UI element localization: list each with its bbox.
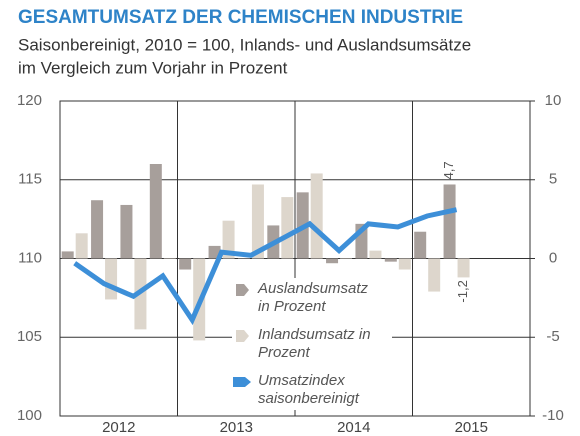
chart-title: GESAMTUMSATZ DER CHEMISCHEN INDUSTRIE [18,7,463,28]
bar [61,251,74,259]
legend-label: Auslandsumsatz in Prozent [258,280,369,315]
bar [369,250,382,259]
bar [414,231,427,259]
bar [443,184,456,259]
legend-marker [236,330,249,342]
y-tick-label: 105 [17,328,42,345]
x-year-label: 2015 [455,419,488,436]
value-label: 4,7 [441,161,456,179]
y-tick-label: 110 [18,249,42,266]
y-tick-label: 120 [17,92,42,109]
bar [105,258,118,300]
y-tick-label: 100 [17,407,42,424]
bar [237,258,250,259]
bar [310,173,323,259]
legend-box [232,278,392,410]
y2-tick-label: -10 [542,407,564,424]
bar [457,258,470,278]
legend-label: Inlandsumsatz in Prozent [258,326,371,361]
y2-tick-label: 0 [549,249,557,266]
y-tick-label: 115 [18,171,42,188]
y2-tick-label: 10 [545,92,562,109]
chart-subtitle: im Vergleich zum Vorjahr in Prozent [18,58,288,77]
bar [91,200,104,259]
bar [179,258,192,270]
bar [428,258,441,292]
bar [149,164,162,259]
bar [398,258,411,270]
legend-marker [233,377,251,387]
bar [251,184,264,259]
bar [120,204,133,259]
bar [281,197,294,259]
bar [384,258,397,262]
y2-tick-label: 5 [549,171,557,188]
value-label: -1,2 [455,280,470,302]
y2-tick-label: -5 [546,328,559,345]
x-year-label: 2014 [337,419,370,436]
bar [163,258,176,259]
bar [340,258,353,259]
x-year-label: 2012 [102,419,135,436]
bar [222,220,235,259]
bar [326,258,339,264]
chart-subtitle: Saisonbereinigt, 2010 = 100, Inlands- un… [18,35,471,54]
legend-label: Umsatzindex saisonbereinigt [258,372,359,407]
index-line [73,207,458,326]
x-year-label: 2013 [220,419,253,436]
bar [75,233,88,259]
legend-marker [236,284,249,296]
